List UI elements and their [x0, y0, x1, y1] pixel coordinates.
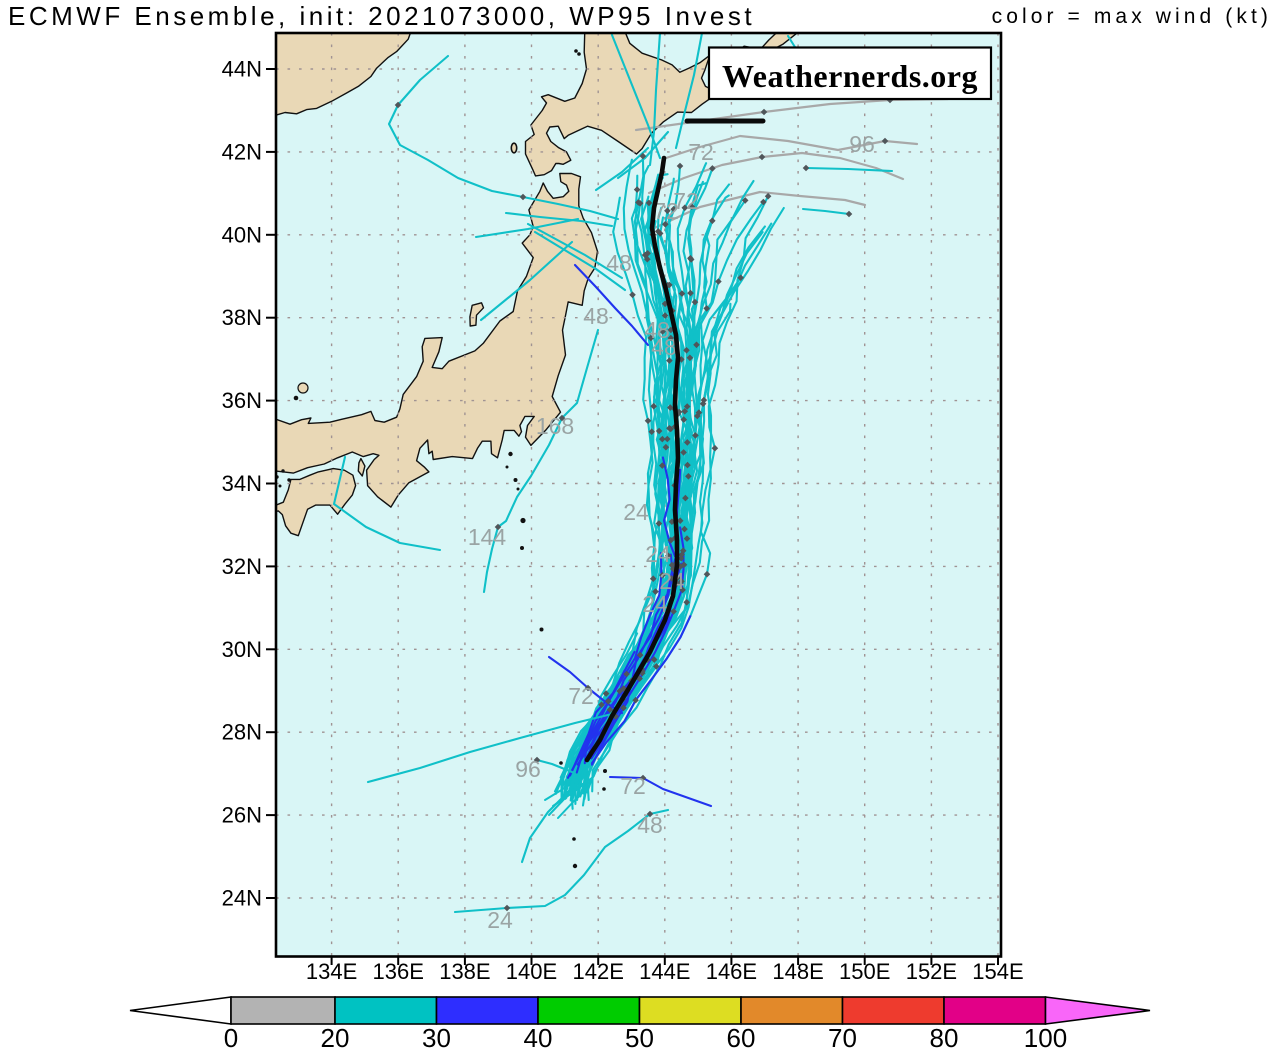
svg-text:50: 50: [625, 1023, 654, 1053]
svg-text:152E: 152E: [906, 959, 957, 984]
svg-text:32N: 32N: [222, 554, 262, 579]
svg-text:148E: 148E: [772, 959, 823, 984]
svg-text:72: 72: [688, 139, 714, 165]
svg-text:144E: 144E: [639, 959, 690, 984]
svg-text:20: 20: [321, 1023, 350, 1053]
svg-text:ECMWF Ensemble, init: 20210730: ECMWF Ensemble, init: 2021073000, WP95 I…: [8, 1, 755, 31]
svg-text:48: 48: [651, 334, 677, 360]
svg-text:140E: 140E: [506, 959, 557, 984]
svg-text:28N: 28N: [222, 720, 262, 745]
svg-text:48: 48: [606, 250, 632, 276]
svg-text:60: 60: [727, 1023, 756, 1053]
svg-text:72: 72: [568, 683, 594, 709]
svg-text:42N: 42N: [222, 139, 262, 164]
svg-text:150E: 150E: [839, 959, 890, 984]
svg-text:70: 70: [828, 1023, 857, 1053]
svg-text:142E: 142E: [573, 959, 624, 984]
svg-text:24: 24: [623, 499, 649, 525]
svg-text:38N: 38N: [222, 305, 262, 330]
svg-text:24: 24: [642, 591, 668, 617]
svg-text:34N: 34N: [222, 471, 262, 496]
svg-text:26N: 26N: [222, 803, 262, 828]
svg-text:72: 72: [620, 773, 646, 799]
svg-text:Weathernerds.org: Weathernerds.org: [722, 58, 978, 94]
svg-text:80: 80: [930, 1023, 959, 1053]
svg-text:72: 72: [673, 188, 699, 214]
svg-text:154E: 154E: [972, 959, 1023, 984]
svg-text:48: 48: [644, 317, 670, 343]
svg-text:134E: 134E: [306, 959, 357, 984]
svg-text:100: 100: [1024, 1023, 1067, 1053]
svg-text:138E: 138E: [439, 959, 490, 984]
svg-text:24: 24: [645, 541, 671, 567]
svg-text:136E: 136E: [373, 959, 424, 984]
svg-text:48: 48: [583, 303, 609, 329]
svg-text:40: 40: [524, 1023, 553, 1053]
svg-text:30N: 30N: [222, 637, 262, 662]
svg-text:96: 96: [849, 131, 875, 157]
svg-text:146E: 146E: [706, 959, 757, 984]
svg-text:24: 24: [487, 907, 513, 933]
svg-text:0: 0: [224, 1023, 238, 1053]
svg-text:168: 168: [536, 413, 574, 439]
svg-text:30: 30: [422, 1023, 451, 1053]
svg-text:color = max wind (kt): color = max wind (kt): [992, 5, 1272, 28]
svg-text:24N: 24N: [222, 886, 262, 911]
svg-text:96: 96: [515, 756, 541, 782]
svg-text:144: 144: [468, 524, 507, 550]
svg-text:40N: 40N: [222, 222, 262, 247]
svg-text:36N: 36N: [222, 388, 262, 413]
svg-text:48: 48: [637, 812, 663, 838]
svg-text:44N: 44N: [222, 57, 262, 82]
